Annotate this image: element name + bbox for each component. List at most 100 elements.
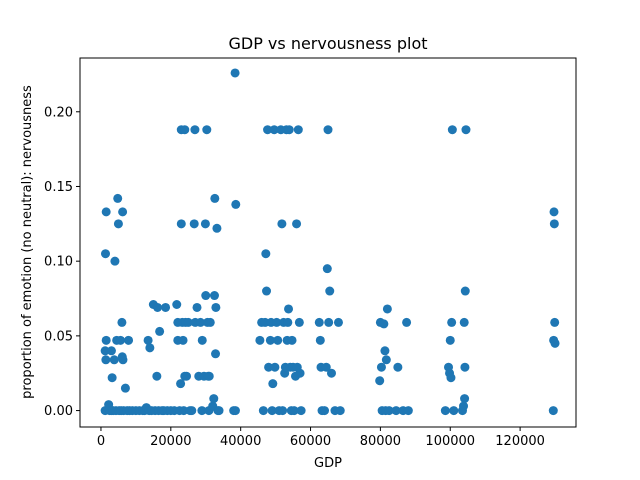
data-point bbox=[107, 373, 117, 383]
data-point bbox=[314, 317, 324, 327]
data-point bbox=[278, 406, 288, 416]
data-point bbox=[264, 362, 274, 372]
data-point bbox=[460, 394, 470, 404]
data-point bbox=[315, 335, 325, 345]
data-point bbox=[152, 371, 162, 381]
x-tick-label: 80000 bbox=[360, 434, 401, 449]
data-point bbox=[295, 368, 305, 378]
data-point bbox=[262, 286, 272, 296]
data-point bbox=[212, 223, 222, 233]
data-point bbox=[204, 371, 214, 381]
data-point bbox=[258, 406, 268, 416]
data-point bbox=[320, 406, 330, 416]
data-point bbox=[179, 406, 189, 416]
x-tick-label: 20000 bbox=[150, 434, 191, 449]
x-tick-label: 100000 bbox=[425, 434, 475, 449]
data-point bbox=[461, 125, 471, 135]
data-point bbox=[549, 207, 559, 217]
data-point bbox=[209, 291, 219, 301]
data-point bbox=[116, 335, 126, 345]
data-point bbox=[273, 335, 283, 345]
data-point bbox=[382, 304, 392, 314]
data-point bbox=[294, 317, 304, 327]
data-point bbox=[292, 219, 302, 229]
data-point bbox=[289, 406, 299, 416]
data-point bbox=[384, 406, 394, 416]
data-point bbox=[440, 406, 450, 416]
data-point bbox=[445, 335, 455, 345]
data-point bbox=[324, 317, 334, 327]
data-point bbox=[447, 125, 457, 135]
data-point bbox=[380, 346, 390, 356]
y-tick-label: 0.05 bbox=[44, 329, 73, 344]
data-point bbox=[322, 264, 332, 274]
data-point bbox=[118, 355, 128, 365]
data-point bbox=[321, 362, 331, 372]
data-point bbox=[145, 343, 155, 353]
data-point bbox=[293, 125, 303, 135]
data-point bbox=[284, 304, 294, 314]
data-point bbox=[549, 219, 559, 229]
data-point bbox=[197, 406, 207, 416]
data-point bbox=[284, 125, 294, 135]
data-point bbox=[230, 406, 240, 416]
data-point bbox=[190, 125, 200, 135]
data-point bbox=[270, 362, 280, 372]
data-point bbox=[172, 299, 182, 309]
data-point bbox=[113, 219, 123, 229]
data-point bbox=[100, 249, 110, 259]
plot-frame bbox=[79, 57, 577, 428]
data-point bbox=[161, 302, 171, 312]
data-point bbox=[182, 371, 192, 381]
data-point bbox=[548, 406, 558, 416]
x-axis-ticks: 0 20000 40000 60000 80000 100000 120000 bbox=[97, 427, 545, 449]
data-point bbox=[379, 319, 389, 329]
data-point bbox=[200, 219, 210, 229]
data-point bbox=[205, 317, 215, 327]
data-point bbox=[326, 368, 336, 378]
data-point bbox=[272, 317, 282, 327]
x-tick-label: 0 bbox=[97, 434, 105, 449]
data-point bbox=[106, 346, 116, 356]
data-point bbox=[267, 406, 277, 416]
data-point bbox=[231, 199, 241, 209]
x-tick-label: 40000 bbox=[220, 434, 261, 449]
data-point bbox=[459, 317, 469, 327]
data-point bbox=[214, 406, 224, 416]
data-point bbox=[187, 406, 197, 416]
data-point bbox=[197, 335, 207, 345]
data-point bbox=[155, 326, 165, 336]
data-point bbox=[447, 317, 457, 327]
x-tick-label: 60000 bbox=[290, 434, 331, 449]
data-point bbox=[209, 394, 219, 404]
data-point bbox=[335, 406, 345, 416]
data-point bbox=[192, 302, 202, 312]
data-point bbox=[550, 338, 560, 348]
y-axis-ticks: 0.00 0.05 0.10 0.15 0.20 bbox=[44, 105, 80, 419]
data-point bbox=[178, 335, 188, 345]
data-point bbox=[118, 207, 128, 217]
y-tick-label: 0.00 bbox=[44, 404, 73, 419]
data-point bbox=[101, 355, 111, 365]
data-point bbox=[277, 219, 287, 229]
data-point bbox=[180, 125, 190, 135]
data-point bbox=[261, 249, 271, 259]
data-point bbox=[109, 355, 119, 365]
data-point bbox=[268, 379, 278, 389]
data-point bbox=[153, 302, 163, 312]
x-axis-label: GDP bbox=[314, 456, 342, 471]
data-point bbox=[110, 256, 120, 266]
data-point bbox=[201, 291, 211, 301]
data-point bbox=[376, 362, 386, 372]
data-point bbox=[333, 317, 343, 327]
data-point bbox=[101, 335, 111, 345]
data-point bbox=[403, 406, 413, 416]
chart-title: GDP vs nervousness plot bbox=[228, 34, 427, 53]
data-point bbox=[402, 317, 412, 327]
data-point bbox=[550, 317, 560, 327]
data-point bbox=[269, 125, 279, 135]
data-point bbox=[296, 406, 306, 416]
data-point bbox=[393, 362, 403, 372]
data-point bbox=[211, 302, 221, 312]
